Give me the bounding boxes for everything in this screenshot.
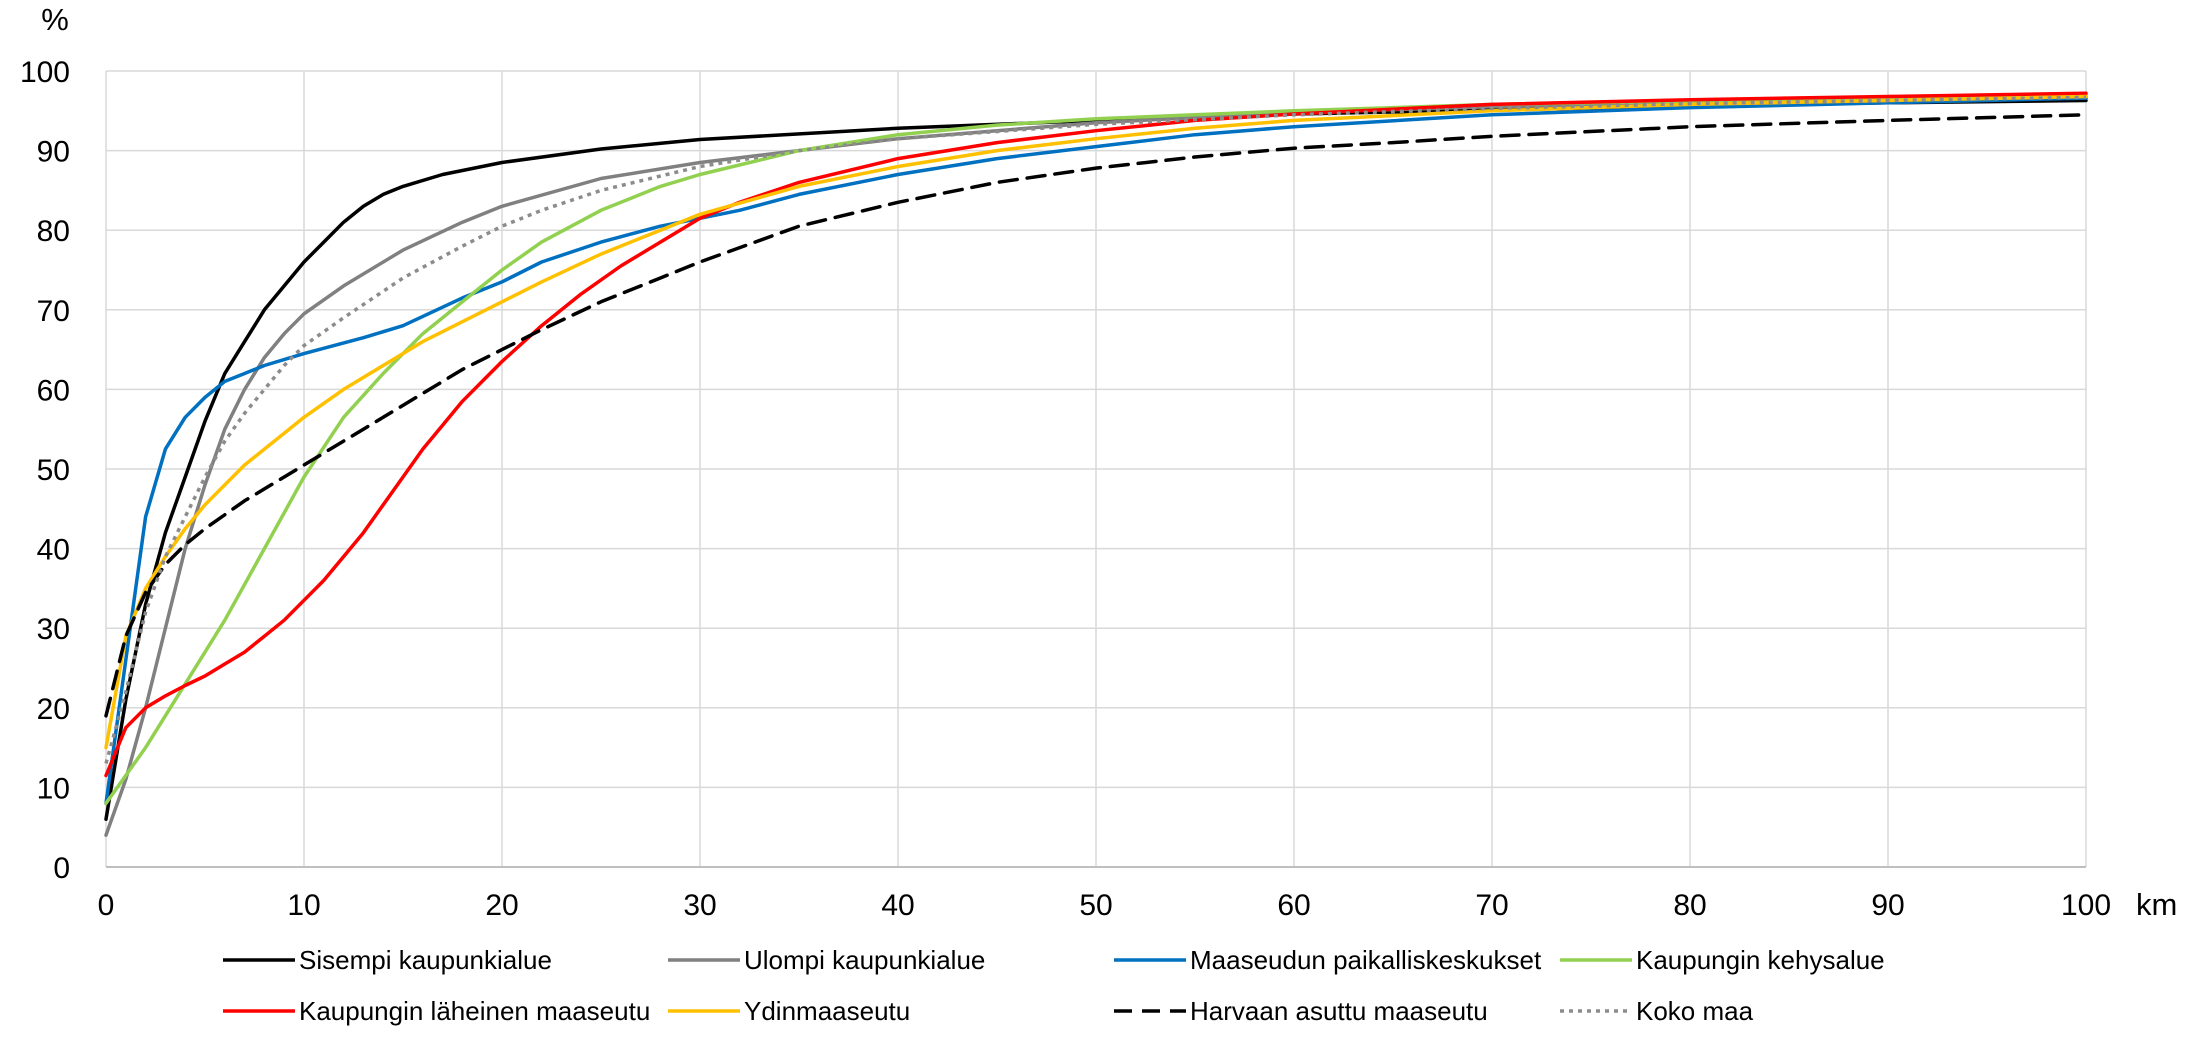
series-line-3 — [104, 96, 2088, 806]
x-tick-label: 80 — [1673, 889, 1706, 922]
y-tick-label: 40 — [37, 534, 70, 567]
legend-label: Harvaan asuttu maaseutu — [1190, 996, 1488, 1026]
legend-label: Kaupungin läheinen maaseutu — [299, 996, 650, 1026]
series-line-7 — [104, 113, 2088, 718]
x-axis-ticks: 0 10 20 30 40 50 60 70 80 90 100 — [98, 889, 2111, 922]
legend-label: Koko maa — [1636, 996, 1754, 1026]
x-tick-label: 0 — [98, 889, 115, 922]
series-line-4 — [104, 93, 2088, 806]
x-tick-label: 50 — [1079, 889, 1112, 922]
x-tick-label: 70 — [1475, 889, 1508, 922]
y-tick-label: 100 — [20, 56, 70, 89]
y-tick-label: 80 — [37, 215, 70, 248]
series-line-6 — [104, 94, 2088, 750]
x-tick-label: 20 — [485, 889, 518, 922]
y-unit-label: % — [41, 2, 69, 37]
legend-label: Sisempi kaupunkialue — [299, 945, 552, 975]
x-tick-label: 60 — [1277, 889, 1310, 922]
y-tick-label: 0 — [53, 852, 70, 885]
gridlines — [105, 70, 2087, 868]
series-line-5 — [104, 91, 2088, 778]
series-line-8 — [104, 95, 2087, 764]
x-tick-label: 100 — [2061, 889, 2111, 922]
y-tick-label: 20 — [37, 693, 70, 726]
y-tick-label: 70 — [37, 295, 70, 328]
legend-label: Kaupungin kehysalue — [1636, 945, 1885, 975]
x-tick-label: 10 — [287, 889, 320, 922]
y-tick-label: 60 — [37, 374, 70, 407]
legend-label: Ulompi kaupunkialue — [744, 945, 985, 975]
x-unit-label: km — [2136, 887, 2177, 922]
y-tick-label: 50 — [37, 454, 70, 487]
legend-label: Ydinmaaseutu — [744, 996, 910, 1026]
legend-label: Maaseudun paikalliskeskukset — [1190, 945, 1542, 975]
series-lines — [104, 91, 2088, 837]
x-tick-label: 30 — [683, 889, 716, 922]
x-tick-label: 40 — [881, 889, 914, 922]
y-axis-ticks: 0 10 20 30 40 50 60 70 80 90 100 — [20, 56, 70, 885]
y-tick-label: 10 — [37, 772, 70, 805]
y-tick-label: 90 — [37, 136, 70, 169]
y-tick-label: 30 — [37, 613, 70, 646]
x-tick-label: 90 — [1871, 889, 1904, 922]
legend: Sisempi kaupunkialue Ulompi kaupunkialue M… — [223, 945, 1885, 1026]
